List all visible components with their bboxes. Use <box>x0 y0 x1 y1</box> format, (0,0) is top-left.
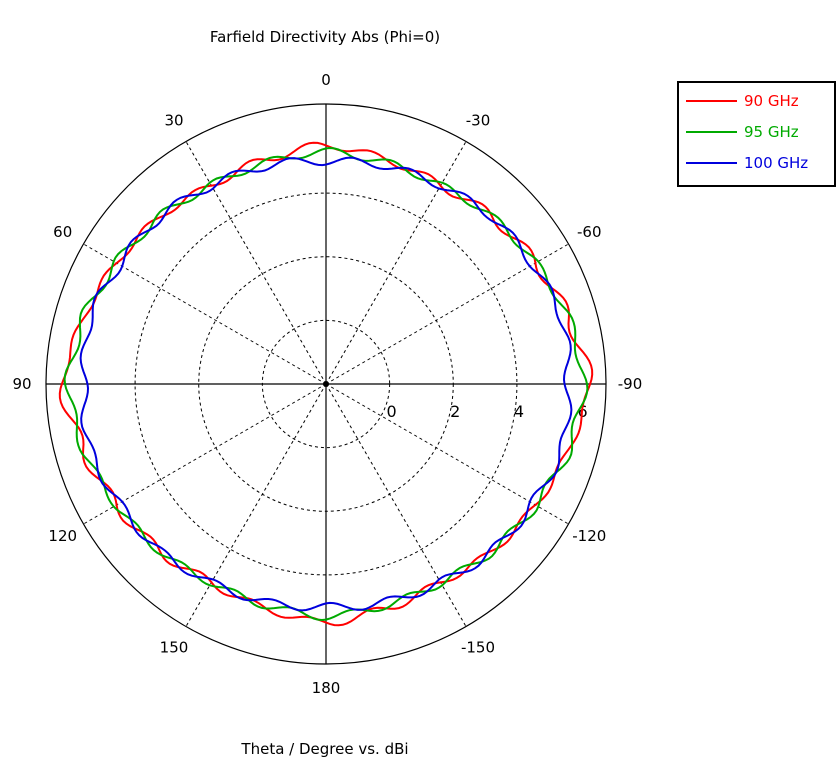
angle-tick-label: -90 <box>618 375 643 393</box>
legend-label: 90 GHz <box>744 92 799 110</box>
radial-tick-label: 4 <box>514 402 524 421</box>
series-curves <box>58 141 594 627</box>
angle-tick-label: -60 <box>577 223 602 241</box>
legend-box <box>677 81 836 187</box>
legend-label: 95 GHz <box>744 123 799 141</box>
origin-dot <box>323 381 329 387</box>
x-axis-label: Theta / Degree vs. dBi <box>240 740 408 758</box>
chart-title: Farfield Directivity Abs (Phi=0) <box>210 28 440 46</box>
legend-label: 100 GHz <box>744 154 808 172</box>
angle-tick-label: 120 <box>48 527 77 545</box>
angle-tick-labels: 0 30 -30 60 -60 90 -90 120 -120 150 -150 180 <box>12 71 642 697</box>
grid-spoke <box>185 141 327 385</box>
angle-tick-label: 180 <box>312 679 341 697</box>
angle-tick-label: 30 <box>164 112 183 130</box>
grid-spoke <box>83 383 327 525</box>
angle-tick-label: -30 <box>466 112 491 130</box>
radial-tick-label: 0 <box>387 402 397 421</box>
angle-tick-label: 150 <box>160 638 189 656</box>
angle-tick-label: 0 <box>321 71 331 89</box>
series-curve <box>58 141 594 627</box>
grid-spoke <box>325 383 569 525</box>
grid-spoke <box>83 243 327 385</box>
angle-tick-label: -120 <box>572 527 606 545</box>
angle-tick-label: 60 <box>53 223 72 241</box>
series-curve <box>63 146 589 622</box>
radial-tick-label: 2 <box>450 402 460 421</box>
angle-tick-label: -150 <box>461 638 495 656</box>
grid-spoke <box>185 383 327 627</box>
series-curve <box>79 156 573 612</box>
angle-tick-label: 90 <box>12 375 31 393</box>
grid-spoke <box>325 141 467 385</box>
legend: 90 GHz 95 GHz 100 GHz <box>677 81 836 187</box>
grid-spoke <box>325 243 569 385</box>
grid-spoke <box>325 383 467 627</box>
